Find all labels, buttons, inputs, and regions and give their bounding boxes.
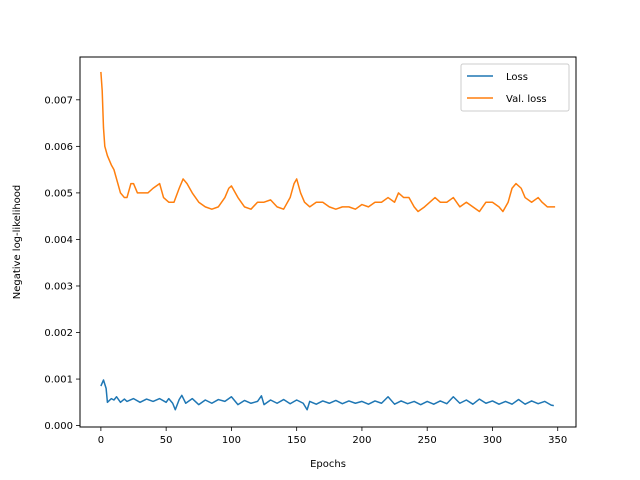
x-tick-label: 0 xyxy=(98,435,104,446)
series-layer xyxy=(100,71,556,411)
y-axis-label: Negative log-likelihood xyxy=(12,185,23,300)
x-tick-label: 150 xyxy=(287,435,306,446)
legend: Loss Val. loss xyxy=(460,63,570,112)
x-tick-label: 200 xyxy=(352,435,371,446)
y-tick-label: 0.001 xyxy=(44,375,73,386)
y-tick-label: 0.003 xyxy=(44,281,73,292)
x-tick-label: 300 xyxy=(483,435,502,446)
y-tick-label: 0.004 xyxy=(44,235,73,246)
y-axis-ticks: 0.000 0.001 0.002 0.003 0.004 0.005 0.006 0.007 xyxy=(44,95,80,432)
y-tick-label: 0.007 xyxy=(44,95,73,106)
series-line-0 xyxy=(100,379,554,411)
y-tick-label: 0.002 xyxy=(44,328,73,339)
x-axis-ticks: 0 50 100 150 200 250 300 350 xyxy=(98,427,567,446)
x-tick-label: 350 xyxy=(548,435,567,446)
legend-label-loss: Loss xyxy=(506,72,528,83)
y-tick-label: 0.000 xyxy=(44,421,73,432)
x-tick-label: 100 xyxy=(222,435,241,446)
x-axis-label: Epochs xyxy=(310,459,346,470)
plot-frame xyxy=(79,56,577,428)
x-tick-label: 250 xyxy=(418,435,437,446)
series-line-1 xyxy=(100,71,556,213)
legend-label-val-loss: Val. loss xyxy=(506,94,547,105)
plot-area xyxy=(80,57,576,427)
y-tick-label: 0.006 xyxy=(44,142,73,153)
y-tick-label: 0.005 xyxy=(44,188,73,199)
x-tick-label: 50 xyxy=(160,435,173,446)
